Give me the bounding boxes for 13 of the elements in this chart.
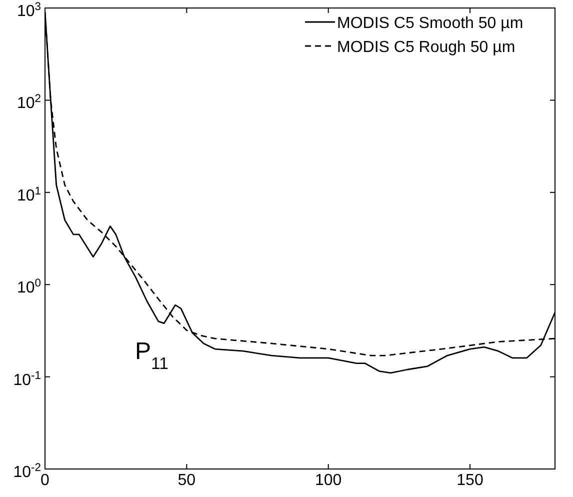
y-tick-label: 10$^{2}$ bbox=[16, 93, 41, 112]
x-tick-label: 0 bbox=[40, 472, 50, 489]
y-tick-label: 10$^{3}$ bbox=[16, 1, 41, 20]
annotation: P$_{11}$ bbox=[135, 338, 168, 372]
x-tick-label: 150 bbox=[456, 472, 484, 489]
x-tick-label: 100 bbox=[314, 472, 342, 489]
y-tick-label: 10$^{1}$ bbox=[16, 185, 41, 204]
legend-label: MODIS C5 Smooth 50 µm bbox=[337, 15, 524, 32]
y-tick-label: 10$^{-1}$ bbox=[13, 370, 41, 389]
x-tick-label: 50 bbox=[178, 472, 196, 489]
y-tick-label: 10$^{-2}$ bbox=[13, 462, 41, 481]
y-tick-label: 10$^{0}$ bbox=[16, 278, 41, 297]
legend-label: MODIS C5 Rough 50 µm bbox=[337, 39, 516, 56]
